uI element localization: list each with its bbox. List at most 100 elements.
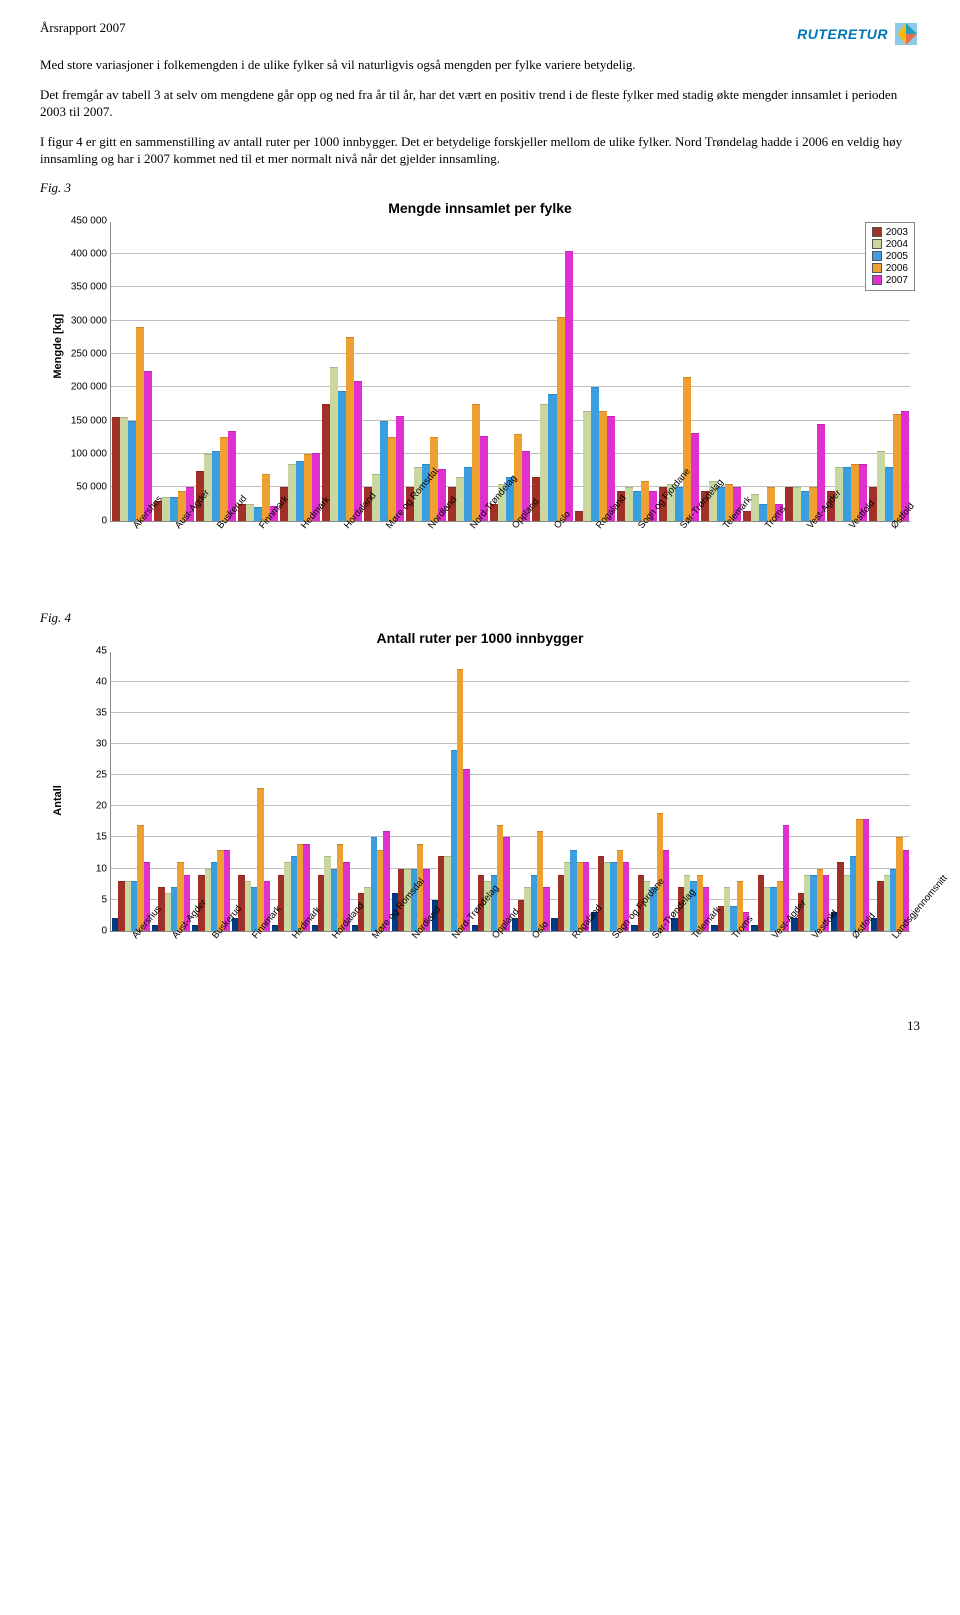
bar-group <box>279 222 321 521</box>
xlabel: Hedmark <box>278 522 320 600</box>
ytick: 50 000 <box>51 482 111 493</box>
xlabel: Oppland <box>470 932 510 1010</box>
bar <box>472 404 480 521</box>
xlabel: Oslo <box>531 522 573 600</box>
bar <box>380 421 388 521</box>
xlabel: Vest-Agder <box>750 932 790 1010</box>
xlabel: Sør-Trøndelag <box>657 522 699 600</box>
ytick: 15 <box>51 832 111 843</box>
xlabel: Troms <box>710 932 750 1010</box>
legend-label: 2004 <box>886 239 908 250</box>
bar <box>565 251 573 521</box>
bar <box>246 504 254 521</box>
bar-group <box>111 222 153 521</box>
ytick: 0 <box>51 925 111 936</box>
bar <box>625 487 633 520</box>
bar <box>557 317 565 520</box>
doc-title: Årsrapport 2007 <box>40 20 126 36</box>
bar-group <box>151 652 191 931</box>
bar <box>338 391 346 521</box>
bar <box>759 504 767 521</box>
xlabel: Aust-Agder <box>150 932 190 1010</box>
bar <box>877 451 885 521</box>
xlabel: Oslo <box>510 932 550 1010</box>
paragraph-1: Med store variasjoner i folkemengden i d… <box>40 56 920 74</box>
xlabel: Østfold <box>830 932 870 1010</box>
bar-group <box>311 652 351 931</box>
bar <box>683 377 691 520</box>
bar <box>575 511 583 521</box>
bar-group <box>191 652 231 931</box>
ytick: 0 <box>51 515 111 526</box>
brand-logo: RUTERETUR <box>797 20 920 48</box>
xlabel: Vestfold <box>790 932 830 1010</box>
bar-group <box>550 652 590 931</box>
chart2-plot: 051015202530354045 <box>110 652 910 932</box>
xlabel: Hordaland <box>321 522 363 600</box>
bar <box>212 451 220 521</box>
bar <box>120 417 128 520</box>
brand-icon <box>892 20 920 48</box>
bar-group <box>826 222 868 521</box>
chart-2: Antall ruter per 1000 innbygger Antall 2… <box>40 630 920 1010</box>
fig4-label: Fig. 4 <box>40 610 920 626</box>
ytick: 10 <box>51 863 111 874</box>
bar <box>793 487 801 520</box>
legend-label: 2005 <box>886 251 908 262</box>
bar-group <box>790 652 830 931</box>
bar-group <box>750 652 790 931</box>
bar-group <box>574 222 616 521</box>
legend-label: 2003 <box>886 227 908 238</box>
xlabel: Nord-Trøndelag <box>447 522 489 600</box>
bar-group <box>447 222 489 521</box>
ytick: 20 <box>51 801 111 812</box>
xlabel: Sogn og Fjordane <box>590 932 630 1010</box>
bar-group <box>870 652 910 931</box>
xlabel: Rogaland <box>573 522 615 600</box>
xlabel: Sør-Trøndelag <box>630 932 670 1010</box>
ytick: 350 000 <box>51 282 111 293</box>
xlabel: Troms <box>742 522 784 600</box>
paragraph-3: I figur 4 er gitt en sammenstilling av a… <box>40 133 920 168</box>
legend-item: 2006 <box>872 263 908 274</box>
bar <box>801 491 809 521</box>
xlabel: Hedmark <box>270 932 310 1010</box>
xlabel: Telemark <box>700 522 742 600</box>
bar <box>599 411 607 521</box>
bar <box>463 769 469 931</box>
bar <box>296 461 304 521</box>
xlabel: Finnmark <box>230 932 270 1010</box>
bar <box>633 491 641 521</box>
chart1-title: Mengde innsamlet per fylke <box>40 200 920 216</box>
xlabel: Akershus <box>110 932 150 1010</box>
bar-group <box>351 652 391 931</box>
bar <box>112 417 120 520</box>
bar <box>591 387 599 520</box>
bar-group <box>590 652 630 931</box>
legend-item: 2004 <box>872 239 908 250</box>
xlabel: Sogn og Fjordane <box>615 522 657 600</box>
ytick: 30 <box>51 739 111 750</box>
bar-group <box>231 652 271 931</box>
bar-group <box>111 652 151 931</box>
legend-swatch <box>872 239 882 249</box>
legend-swatch <box>872 275 882 285</box>
bar <box>785 487 793 520</box>
legend-swatch <box>872 263 882 273</box>
xlabel: Østfold <box>868 522 910 600</box>
xlabel: Buskerud <box>194 522 236 600</box>
xlabel: Vestfold <box>826 522 868 600</box>
bar <box>204 454 212 521</box>
bar-group <box>710 652 750 931</box>
ytick: 25 <box>51 770 111 781</box>
bar <box>548 394 556 521</box>
ytick: 300 000 <box>51 315 111 326</box>
bar-group <box>363 222 405 521</box>
brand-name: RUTERETUR <box>797 26 888 42</box>
bar-group <box>153 222 195 521</box>
xlabel: Møre og Romsdal <box>363 522 405 600</box>
ytick: 400 000 <box>51 249 111 260</box>
xlabel: Landsgjennomsnitt <box>870 932 910 1010</box>
fig3-label: Fig. 3 <box>40 180 920 196</box>
chart2-title: Antall ruter per 1000 innbygger <box>40 630 920 646</box>
